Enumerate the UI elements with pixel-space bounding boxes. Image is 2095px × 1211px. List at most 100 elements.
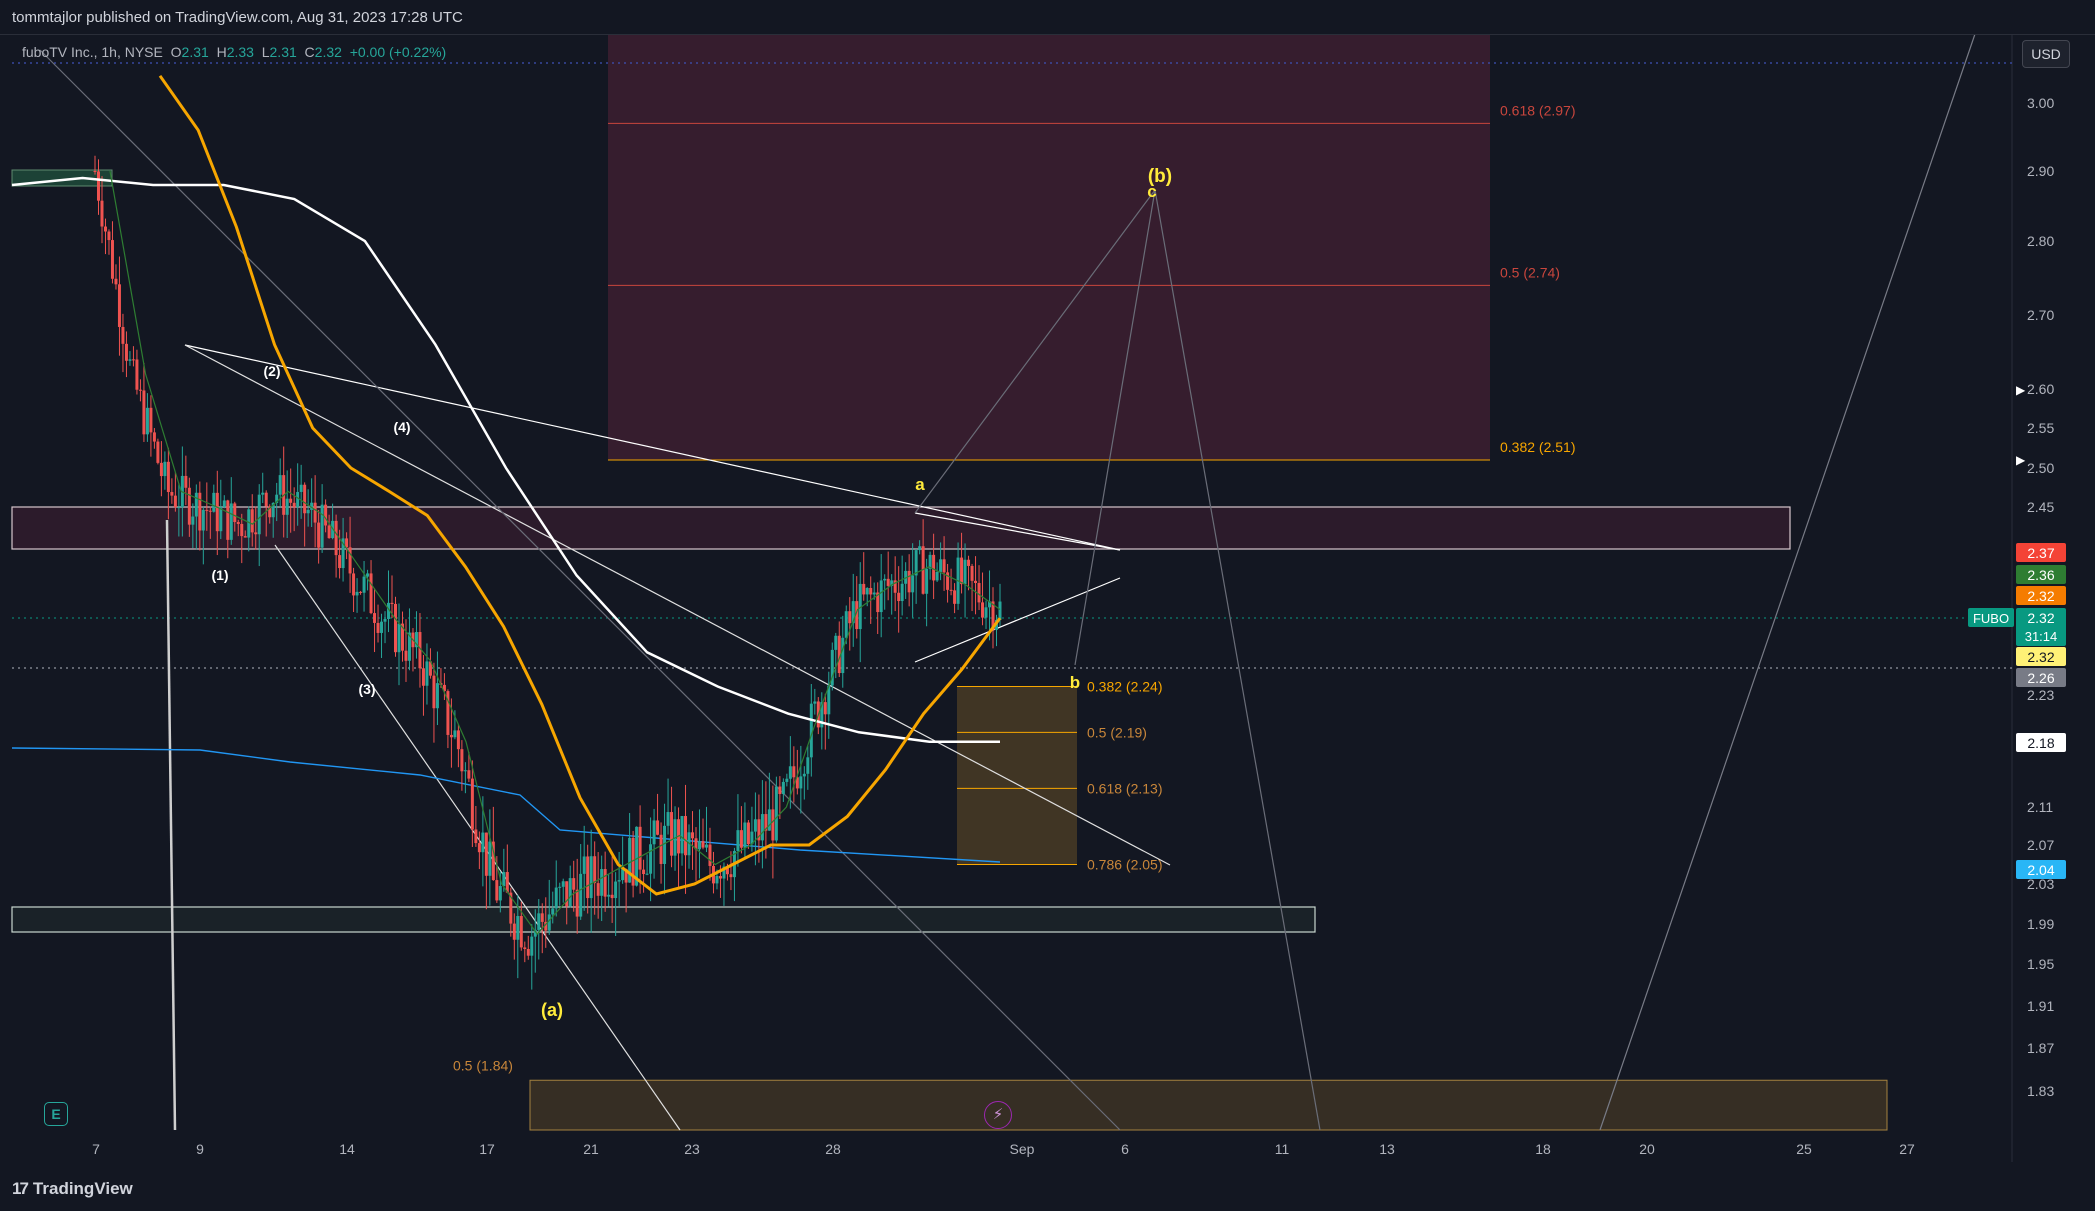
lightning-icon[interactable]: ⚡ (984, 1101, 1012, 1129)
candle-body (313, 502, 317, 523)
candle-body (366, 573, 370, 577)
candle-body (806, 757, 810, 774)
candle-body (435, 683, 439, 709)
price-badge-countdown: 31:14 (2025, 629, 2058, 644)
candle-body (261, 492, 265, 495)
candle-body (823, 702, 827, 715)
candle-body (498, 886, 502, 901)
candle-body (635, 826, 639, 886)
candle-body (271, 502, 275, 518)
candle-body (771, 809, 775, 841)
candle-body (704, 844, 708, 848)
wave-label: c (1147, 182, 1156, 201)
price-badge (2016, 647, 2066, 666)
candle-body (138, 389, 142, 391)
candle-body (844, 611, 848, 638)
candle-body (725, 866, 729, 875)
wave-label: a (915, 475, 925, 494)
trend-line (914, 189, 1156, 514)
wave-label: b (1070, 673, 1080, 692)
tradingview-brand: TradingView (32, 1179, 133, 1198)
candle-body (544, 921, 548, 931)
time-tick-label: 18 (1535, 1141, 1551, 1157)
fib-lower-label: 0.786 (2.05) (1087, 857, 1163, 873)
candle-body (100, 200, 104, 227)
candle-body (862, 583, 866, 595)
candle-body (890, 580, 894, 586)
candle-body (463, 770, 467, 772)
support-zone (11, 906, 1316, 933)
candle-body (324, 504, 328, 526)
candle-body (114, 278, 118, 285)
candle-body (240, 523, 244, 537)
candle-body (981, 602, 985, 618)
price-tick-label: 2.50 (2027, 460, 2054, 476)
publisher-text: tommtajlor published on TradingView.com,… (12, 9, 463, 26)
price-tick-label: 2.80 (2027, 233, 2054, 249)
candle-body (432, 675, 436, 709)
candle-body (243, 536, 247, 538)
candle-body (418, 632, 422, 669)
time-tick-label: Sep (1010, 1141, 1035, 1157)
candle-body (743, 822, 747, 848)
ma-fast-line (158, 74, 1002, 896)
candle-body (453, 730, 457, 738)
fib-zone-extension (529, 1079, 1888, 1131)
candle-body (551, 908, 555, 915)
candle-body (380, 621, 384, 633)
candle-body (523, 947, 527, 949)
candle-body (163, 461, 167, 477)
candle-body (526, 948, 530, 956)
candle-body (222, 500, 226, 507)
candle-body (215, 492, 219, 532)
time-tick-label: 20 (1639, 1141, 1655, 1157)
publish-header: tommtajlor published on TradingView.com,… (0, 0, 2095, 35)
price-tick-label: 3.00 (2027, 95, 2054, 111)
candle-body (191, 516, 195, 525)
time-tick-label: 11 (1275, 1141, 1290, 1157)
price-badge (2016, 733, 2066, 752)
candle-body (289, 498, 293, 503)
candle-body (879, 580, 883, 613)
candle-body (425, 661, 429, 686)
low-value: 2.31 (269, 44, 297, 60)
candle-body (834, 635, 838, 650)
time-tick-label: 17 (479, 1141, 495, 1157)
events-button[interactable]: E (44, 1102, 68, 1126)
candle-body (925, 568, 929, 594)
candle-body (663, 825, 667, 864)
candle-body (247, 509, 251, 538)
tradingview-logo[interactable]: 17 TradingView (12, 1179, 133, 1199)
candle-body (306, 509, 310, 514)
trend-line (914, 512, 1121, 551)
time-tick-label: 6 (1121, 1141, 1129, 1157)
candle-body (841, 637, 845, 674)
candle-body (296, 491, 300, 508)
candle-body (348, 547, 352, 574)
candle-body (876, 592, 880, 613)
candle-body (998, 601, 1002, 620)
candle-body (684, 816, 688, 856)
candle-body (362, 576, 366, 593)
candle-body (442, 684, 446, 692)
currency-button[interactable]: USD (2022, 40, 2070, 68)
candle-body (208, 510, 212, 512)
fib-upper-label: 0.618 (2.97) (1500, 102, 1576, 118)
candle-body (652, 820, 656, 845)
price-tick-label: 2.70 (2027, 307, 2054, 323)
candle-body (907, 570, 911, 593)
candle-body (107, 231, 111, 241)
candle-body (697, 841, 701, 850)
time-tick-label: 14 (339, 1141, 355, 1157)
price-badge-label: 2.32 (2027, 588, 2054, 604)
candle-body (593, 856, 597, 884)
candle-body (135, 359, 139, 390)
candle-body (93, 171, 97, 172)
candle-body (600, 869, 604, 896)
candle-body (400, 623, 404, 651)
candle-body (257, 494, 261, 535)
candle-body (540, 913, 544, 922)
price-badge-label: 2.26 (2027, 670, 2054, 686)
candle-body (645, 873, 649, 875)
